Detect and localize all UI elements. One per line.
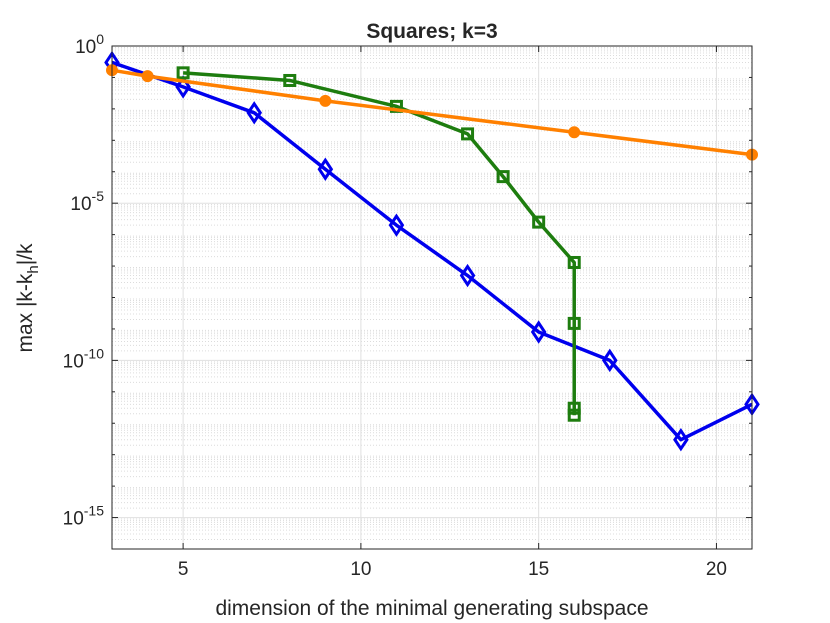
y-axis-label-subscript: h <box>25 265 42 273</box>
data-point-diamond <box>388 213 405 237</box>
series-1 <box>176 66 581 422</box>
y-tick-label: 10-10 <box>63 345 105 372</box>
y-axis-label-rest: |/k <box>14 243 37 265</box>
data-point-diamond <box>246 101 263 125</box>
data-point-diamond <box>601 348 618 373</box>
data-point-square <box>496 170 510 184</box>
x-tick-label: 5 <box>178 559 189 580</box>
data-point-square <box>567 255 581 269</box>
data-point-square <box>567 401 581 415</box>
y-tick-label: 10-5 <box>70 188 104 215</box>
y-axis-label-main: max |k-k <box>14 273 37 352</box>
series-2 <box>106 64 758 161</box>
data-point-square <box>461 127 475 141</box>
data-point-square <box>567 408 581 422</box>
y-tick-label: 100 <box>75 31 104 58</box>
x-axis-label: dimension of the minimal generating subs… <box>215 597 648 620</box>
x-tick-label: 10 <box>350 559 371 580</box>
y-axis-label: max |k-kh|/k <box>14 243 42 353</box>
data-point-diamond <box>530 320 547 344</box>
y-tick-label: 10-15 <box>63 503 105 530</box>
data-point-diamond <box>317 157 334 181</box>
axes: 5 10 15 20 10-15 10-10 10-5 100 <box>63 31 752 580</box>
chart-title: Squares; k=3 <box>366 20 497 43</box>
plot-area <box>112 46 752 549</box>
x-tick-label: 15 <box>528 559 549 580</box>
data-point-square <box>176 66 190 80</box>
series-line <box>182 71 576 416</box>
data-point-square <box>567 316 581 330</box>
x-tick-label: 20 <box>706 559 727 580</box>
series-line <box>111 60 753 442</box>
data-point-square <box>283 73 297 87</box>
data-point-diamond <box>459 263 476 288</box>
data-point-diamond <box>175 75 191 99</box>
data-point-circle <box>141 70 154 83</box>
data-point-circle <box>568 126 581 139</box>
data-point-square <box>532 215 546 229</box>
data-point-circle <box>319 94 332 107</box>
data-point-diamond <box>673 427 689 452</box>
